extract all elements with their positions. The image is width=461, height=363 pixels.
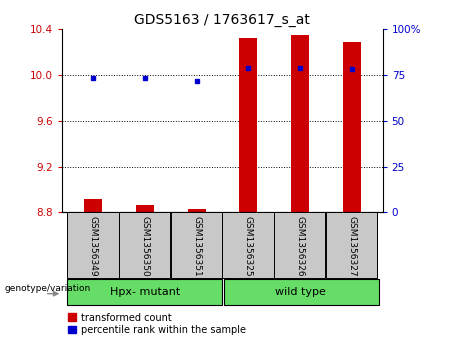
Text: GSM1356326: GSM1356326 <box>296 216 304 276</box>
Title: GDS5163 / 1763617_s_at: GDS5163 / 1763617_s_at <box>135 13 310 26</box>
Bar <box>343 42 361 212</box>
Legend: transformed count, percentile rank within the sample: transformed count, percentile rank withi… <box>67 311 247 336</box>
Bar <box>136 205 154 212</box>
Text: GSM1356325: GSM1356325 <box>244 216 253 276</box>
Bar <box>84 199 102 212</box>
Text: GSM1356351: GSM1356351 <box>192 216 201 276</box>
Bar <box>67 279 223 305</box>
Bar <box>188 209 206 212</box>
Bar <box>224 279 379 305</box>
Text: genotype/variation: genotype/variation <box>5 284 91 293</box>
Bar <box>171 212 222 278</box>
Text: Hpx- mutant: Hpx- mutant <box>110 287 180 297</box>
Bar <box>326 212 377 278</box>
Bar <box>274 212 325 278</box>
Text: GSM1356327: GSM1356327 <box>347 216 356 276</box>
Text: GSM1356350: GSM1356350 <box>141 216 149 276</box>
Bar <box>223 212 273 278</box>
Bar <box>67 212 118 278</box>
Text: wild type: wild type <box>274 287 325 297</box>
Bar <box>119 212 170 278</box>
Bar <box>239 38 257 212</box>
Text: GSM1356349: GSM1356349 <box>89 216 98 276</box>
Bar <box>291 35 309 212</box>
